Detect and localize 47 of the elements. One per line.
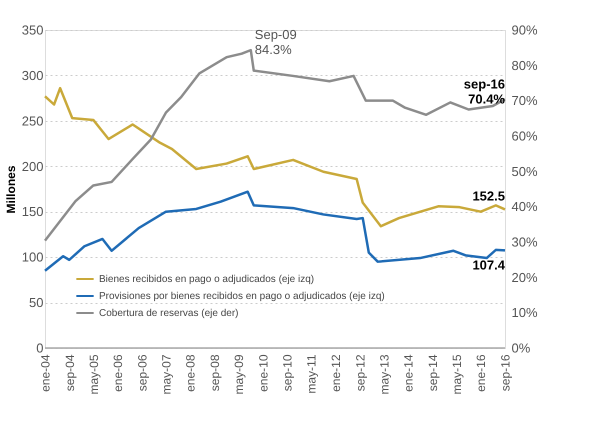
y-tick-label: 250 <box>22 113 44 128</box>
data-label: Sep-09 84.3% <box>254 27 297 58</box>
y2-tick-label: 60% <box>512 128 538 144</box>
y-tick-label: 350 <box>22 22 44 38</box>
x-tick-label: sep-04 <box>62 354 77 392</box>
x-tick-label: ene-06 <box>111 354 126 392</box>
x-tick-label: sep-12 <box>353 354 368 392</box>
x-tick-label: ene-08 <box>184 354 198 392</box>
y-tick-label: 50 <box>29 295 44 310</box>
x-tick-label: sep-08 <box>208 354 222 392</box>
legend-label: Cobertura de reservas (eje der) <box>99 308 239 319</box>
data-label: 107.4 <box>472 257 506 272</box>
x-tick-label: sep-10 <box>280 354 295 392</box>
line-series <box>44 190 506 272</box>
x-tick-label: sep-16 <box>498 354 512 392</box>
y2-tick-label: 0% <box>512 340 531 356</box>
x-tick-label: may-09 <box>232 354 246 395</box>
x-tick-label: may-15 <box>450 354 464 395</box>
x-tick-label: may-07 <box>159 354 174 395</box>
y-tick-label: 0 <box>36 340 44 356</box>
y2-tick-label: 50% <box>512 164 538 179</box>
data-label: sep-16 70.4% <box>464 76 506 106</box>
legend-label: Provisiones por bienes recibidos en pago o adjudicados (eje izq) <box>99 291 385 302</box>
data-label: 152.5 <box>472 188 505 204</box>
y2-tick-label: 30% <box>512 234 538 250</box>
y-tick-label: 150 <box>22 204 44 220</box>
x-tick-label: sep-14 <box>426 354 440 392</box>
x-tick-label: ene-16 <box>474 354 488 392</box>
x-tick-label: may-13 <box>377 354 392 395</box>
y-tick-label: 200 <box>22 158 44 174</box>
y2-tick-label: 20% <box>512 270 538 285</box>
x-tick-label: ene-14 <box>402 354 416 392</box>
y2-tick-label: 70% <box>512 93 538 108</box>
x-tick-label: may-11 <box>304 354 319 394</box>
x-tick-label: ene-12 <box>328 354 343 392</box>
x-tick-label: ene-10 <box>256 354 270 392</box>
legend-label: Bienes recibidos en pago o adjudicados (eje izq) <box>99 274 314 285</box>
y2-tick-label: 80% <box>512 58 538 73</box>
x-tick-label: may-05 <box>86 354 101 395</box>
x-tick-label: sep-06 <box>135 354 150 392</box>
y-tick-label: 300 <box>22 68 44 83</box>
y2-tick-label: 40% <box>512 199 538 214</box>
y2-tick-label: 10% <box>512 305 538 320</box>
y-axis-title: Millones <box>4 165 18 214</box>
x-tick-label: ene-04 <box>38 354 52 392</box>
y-tick-label: 100 <box>22 250 44 265</box>
y2-tick-label: 90% <box>512 22 538 38</box>
